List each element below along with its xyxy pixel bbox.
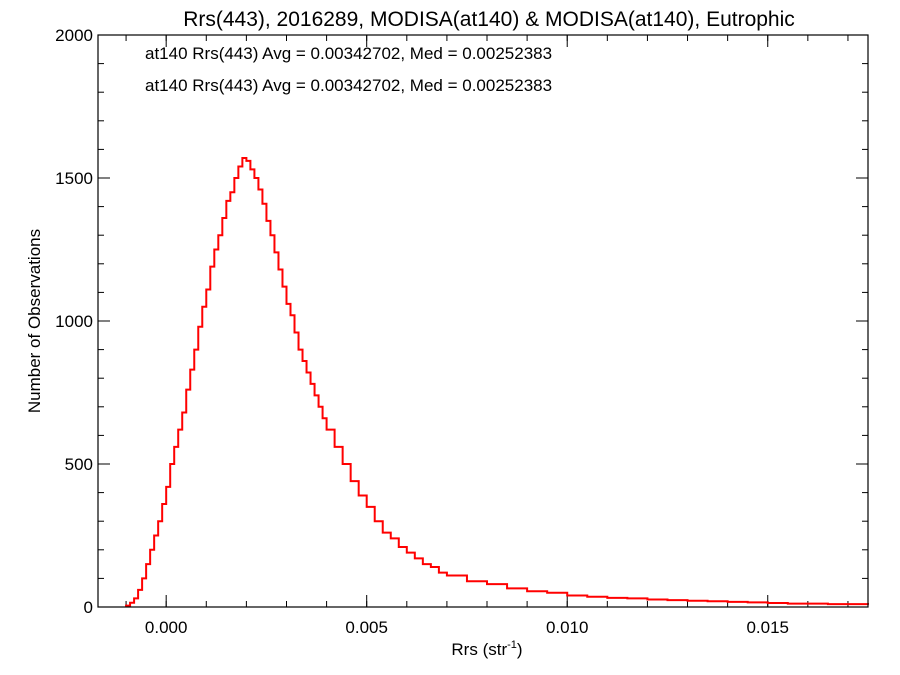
annotation-red: at140 Rrs(443) Avg = 0.00342702, Med = 0…	[145, 76, 552, 95]
x-tick-label: 0.000	[145, 618, 188, 637]
y-tick-label: 0	[84, 598, 93, 617]
axis-tick-labels: 0.000 0.005 0.010 0.015 0 500 1000 1500 2000	[55, 26, 789, 637]
plot-frame	[97, 34, 869, 608]
annotation-black: at140 Rrs(443) Avg = 0.00342702, Med = 0…	[145, 44, 552, 63]
y-tick-label: 500	[65, 455, 93, 474]
series-group	[125, 156, 869, 607]
x-tick-label: 0.005	[345, 618, 388, 637]
x-tick-label: 0.010	[546, 618, 589, 637]
x-tick-label: 0.015	[746, 618, 789, 637]
x-axis-label-main: Rrs (str	[451, 640, 507, 659]
axis-ticks	[98, 34, 868, 608]
chart-title: Rrs(443), 2016289, MODISA(at140) & MODIS…	[183, 8, 795, 31]
series-line-0	[125, 156, 869, 607]
x-axis-label-close: )	[517, 640, 523, 659]
y-tick-label: 1000	[55, 312, 93, 331]
x-axis-label-superscript: -1	[507, 639, 517, 651]
x-axis-label: Rrs (str-1)	[451, 639, 522, 659]
y-tick-label: 1500	[55, 169, 93, 188]
y-axis-label: Number of Observations	[25, 229, 44, 413]
y-tick-label: 2000	[55, 26, 93, 45]
